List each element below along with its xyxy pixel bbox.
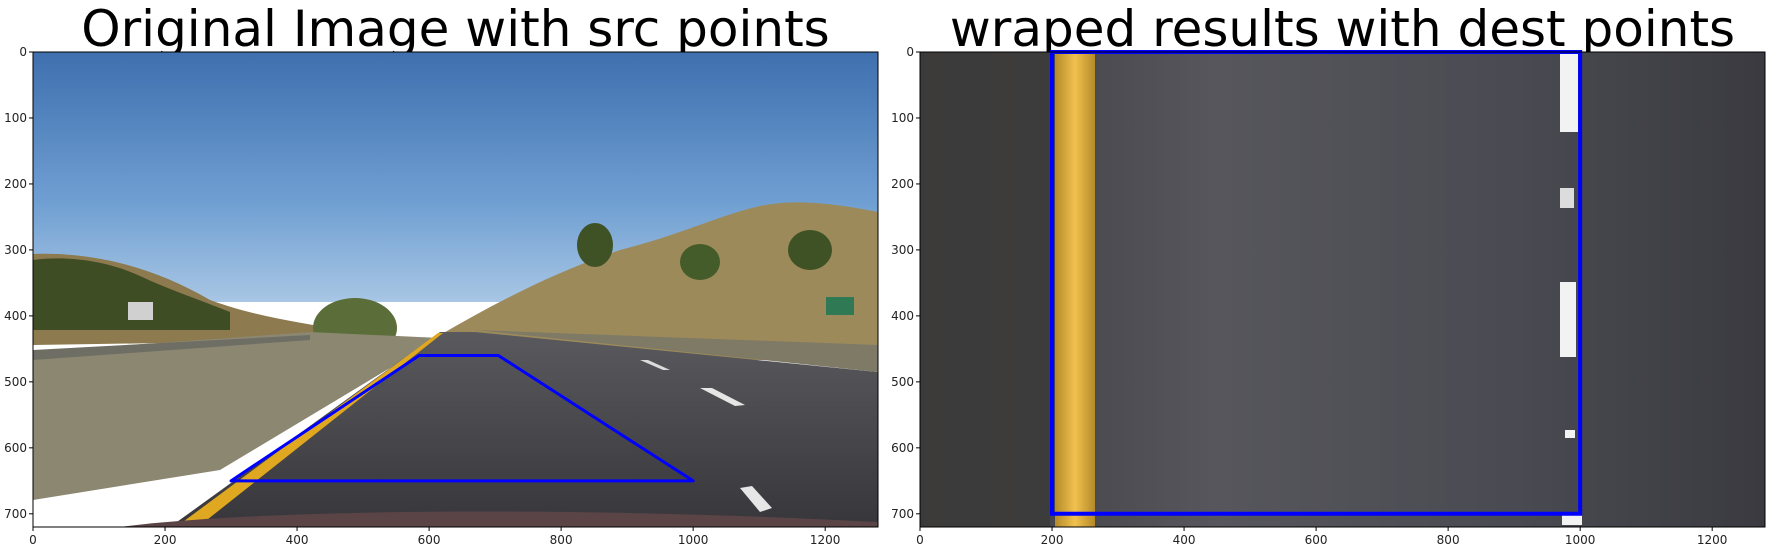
y-tick-label: 300 bbox=[4, 243, 27, 257]
x-tick-label: 600 bbox=[1305, 533, 1328, 547]
y-tick-label: 500 bbox=[4, 375, 27, 389]
white-dash-2 bbox=[700, 388, 745, 406]
right-lane-marks bbox=[1560, 282, 1576, 357]
y-tick-label: 300 bbox=[891, 243, 914, 257]
panel-original: Original Image with src points 0 200 400 60… bbox=[4, 0, 879, 547]
y-tick-label: 700 bbox=[4, 507, 27, 521]
x-tick-label: 1000 bbox=[678, 533, 709, 547]
x-tick-label: 800 bbox=[1437, 533, 1460, 547]
x-tick-label: 1000 bbox=[1565, 533, 1596, 547]
axis-ticks: 0 200 400 600 800 1000 1200 0 100 200 300 400 500 600… bbox=[4, 45, 840, 547]
road-photo bbox=[33, 52, 878, 527]
y-tick-label: 200 bbox=[891, 177, 914, 191]
left-sign bbox=[128, 302, 153, 320]
y-tick-label: 600 bbox=[4, 441, 27, 455]
left-verge bbox=[33, 332, 440, 500]
x-tick-label: 1200 bbox=[1697, 533, 1728, 547]
panel-title: wraped results with dest points bbox=[950, 0, 1735, 58]
x-tick-label: 200 bbox=[154, 533, 177, 547]
y-tick-label: 700 bbox=[891, 507, 914, 521]
axes-frame bbox=[32, 51, 879, 528]
tree-right-3 bbox=[788, 230, 832, 270]
panel-title: Original Image with src points bbox=[81, 0, 829, 58]
y-tick-label: 0 bbox=[19, 45, 27, 59]
src-points-polygon bbox=[229, 353, 695, 483]
yellow-line-warped bbox=[1055, 52, 1095, 527]
x-tick-label: 400 bbox=[286, 533, 309, 547]
guard-rail bbox=[33, 335, 310, 360]
right-lane-marks bbox=[1562, 515, 1582, 525]
y-tick-label: 400 bbox=[4, 309, 27, 323]
highway-sign bbox=[826, 297, 854, 315]
y-tick-label: 200 bbox=[4, 177, 27, 191]
road-surface bbox=[170, 332, 878, 527]
x-tick-label: 0 bbox=[29, 533, 37, 547]
white-dash-1 bbox=[740, 486, 772, 512]
left-shrubs bbox=[33, 258, 230, 330]
y-tick-label: 400 bbox=[891, 309, 914, 323]
left-border-blur bbox=[920, 52, 1050, 527]
right-lane-marks bbox=[1560, 188, 1574, 208]
y-tick-label: 100 bbox=[891, 111, 914, 125]
right-lane-marks bbox=[1560, 52, 1578, 132]
white-dash-3 bbox=[640, 360, 670, 370]
x-tick-label: 1200 bbox=[810, 533, 841, 547]
y-tick-label: 600 bbox=[891, 441, 914, 455]
right-verge bbox=[475, 330, 878, 372]
hood bbox=[120, 511, 878, 527]
y-tick-label: 0 bbox=[906, 45, 914, 59]
x-tick-label: 600 bbox=[418, 533, 441, 547]
x-tick-label: 400 bbox=[1173, 533, 1196, 547]
warped-photo bbox=[920, 52, 1765, 527]
x-tick-label: 200 bbox=[1041, 533, 1064, 547]
y-tick-label: 500 bbox=[891, 375, 914, 389]
axis-ticks: 0 200 400 600 800 1000 1200 0 100 200 300 400 500 600… bbox=[891, 45, 1727, 547]
y-tick-label: 100 bbox=[4, 111, 27, 125]
x-tick-label: 0 bbox=[916, 533, 924, 547]
tree-right-2 bbox=[680, 244, 720, 280]
x-tick-label: 800 bbox=[550, 533, 573, 547]
right-hills bbox=[440, 202, 878, 360]
panel-warped: wraped results with dest points 0 200 400 6… bbox=[891, 0, 1766, 547]
tree-right-1 bbox=[577, 223, 613, 267]
axes-frame bbox=[919, 51, 1766, 528]
right-lane-marks bbox=[1565, 430, 1575, 438]
